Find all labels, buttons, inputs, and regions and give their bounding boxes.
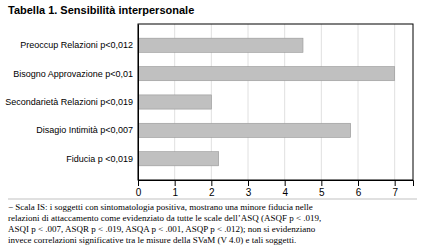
tick-label: Preoccup Relazioni p<0,012 — [20, 40, 133, 50]
grid — [138, 24, 395, 180]
axis-domain — [139, 181, 414, 187]
tick: Fiducia p <0,019 — [66, 154, 133, 164]
footnote-line: relazioni di attaccamento come evidenzia… — [8, 213, 321, 223]
tick: Preoccup Relazioni p<0,012 — [20, 40, 133, 50]
tick: 0 — [136, 180, 142, 198]
tick-label: Bisogno Approvazione p<0,01 — [13, 69, 133, 79]
tick-label: Disagio Intimità p<0,007 — [36, 125, 133, 135]
footnote: − Scala IS: i soggetti con sintomatologi… — [8, 202, 321, 245]
tick: 6 — [356, 180, 362, 198]
x-axis: 0 1 2 3 4 5 6 7 — [136, 180, 414, 198]
tick-label: 3 — [246, 187, 252, 198]
tick-label: 5 — [319, 187, 325, 198]
tick-label: Fiducia p <0,019 — [66, 154, 133, 164]
tick: Bisogno Approvazione p<0,01 — [13, 69, 133, 79]
tick: 3 — [246, 180, 252, 198]
bar — [138, 123, 351, 137]
tick: Secondarietà Relazioni p<0,019 — [5, 97, 133, 107]
tick-label: Secondarietà Relazioni p<0,019 — [5, 97, 133, 107]
grid-line — [394, 24, 395, 180]
tick: 7 — [392, 180, 398, 198]
footnote-line: ASQI p < .007, ASQR p < .019, ASQA p < .… — [8, 224, 316, 234]
bar — [138, 38, 303, 52]
tick-mark — [248, 180, 249, 186]
bar — [138, 152, 219, 166]
tick: Disagio Intimità p<0,007 — [36, 125, 133, 135]
tick: 4 — [282, 180, 288, 198]
tick: 5 — [319, 180, 325, 198]
tick-label: 0 — [136, 187, 142, 198]
footnote-line: invece correlazioni significative tra le… — [8, 235, 296, 245]
tick-label: 4 — [282, 187, 288, 198]
bar — [138, 67, 395, 81]
tick-label: 7 — [392, 187, 398, 198]
footnote-line: − Scala IS: i soggetti con sintomatologi… — [8, 202, 313, 212]
tick-label: 2 — [209, 187, 215, 198]
plot-frame — [138, 24, 413, 180]
tick-mark — [395, 180, 396, 186]
tick: 2 — [209, 180, 215, 198]
tick-label: 1 — [172, 187, 178, 198]
grid-line — [321, 24, 322, 180]
tick-mark — [358, 180, 359, 186]
tick: 1 — [172, 180, 178, 198]
tick-mark — [321, 180, 322, 186]
tick-mark — [175, 180, 176, 186]
grid-line — [358, 24, 359, 180]
tick-mark — [285, 180, 286, 186]
tick-mark — [138, 180, 139, 186]
bar — [138, 95, 211, 109]
tick-label: 6 — [356, 187, 362, 198]
bars — [138, 38, 395, 166]
separator — [8, 199, 417, 200]
axis-domain — [138, 25, 139, 181]
title: Tabella 1. Sensibilità interpersonale — [8, 4, 194, 16]
y-axis: Fiducia p <0,019 Disagio Intimità p<0,007… — [5, 25, 138, 181]
tick-mark — [211, 180, 212, 186]
chart: Tabella 1. Sensibilità interpersonale 0 1 2… — [0, 0, 425, 247]
